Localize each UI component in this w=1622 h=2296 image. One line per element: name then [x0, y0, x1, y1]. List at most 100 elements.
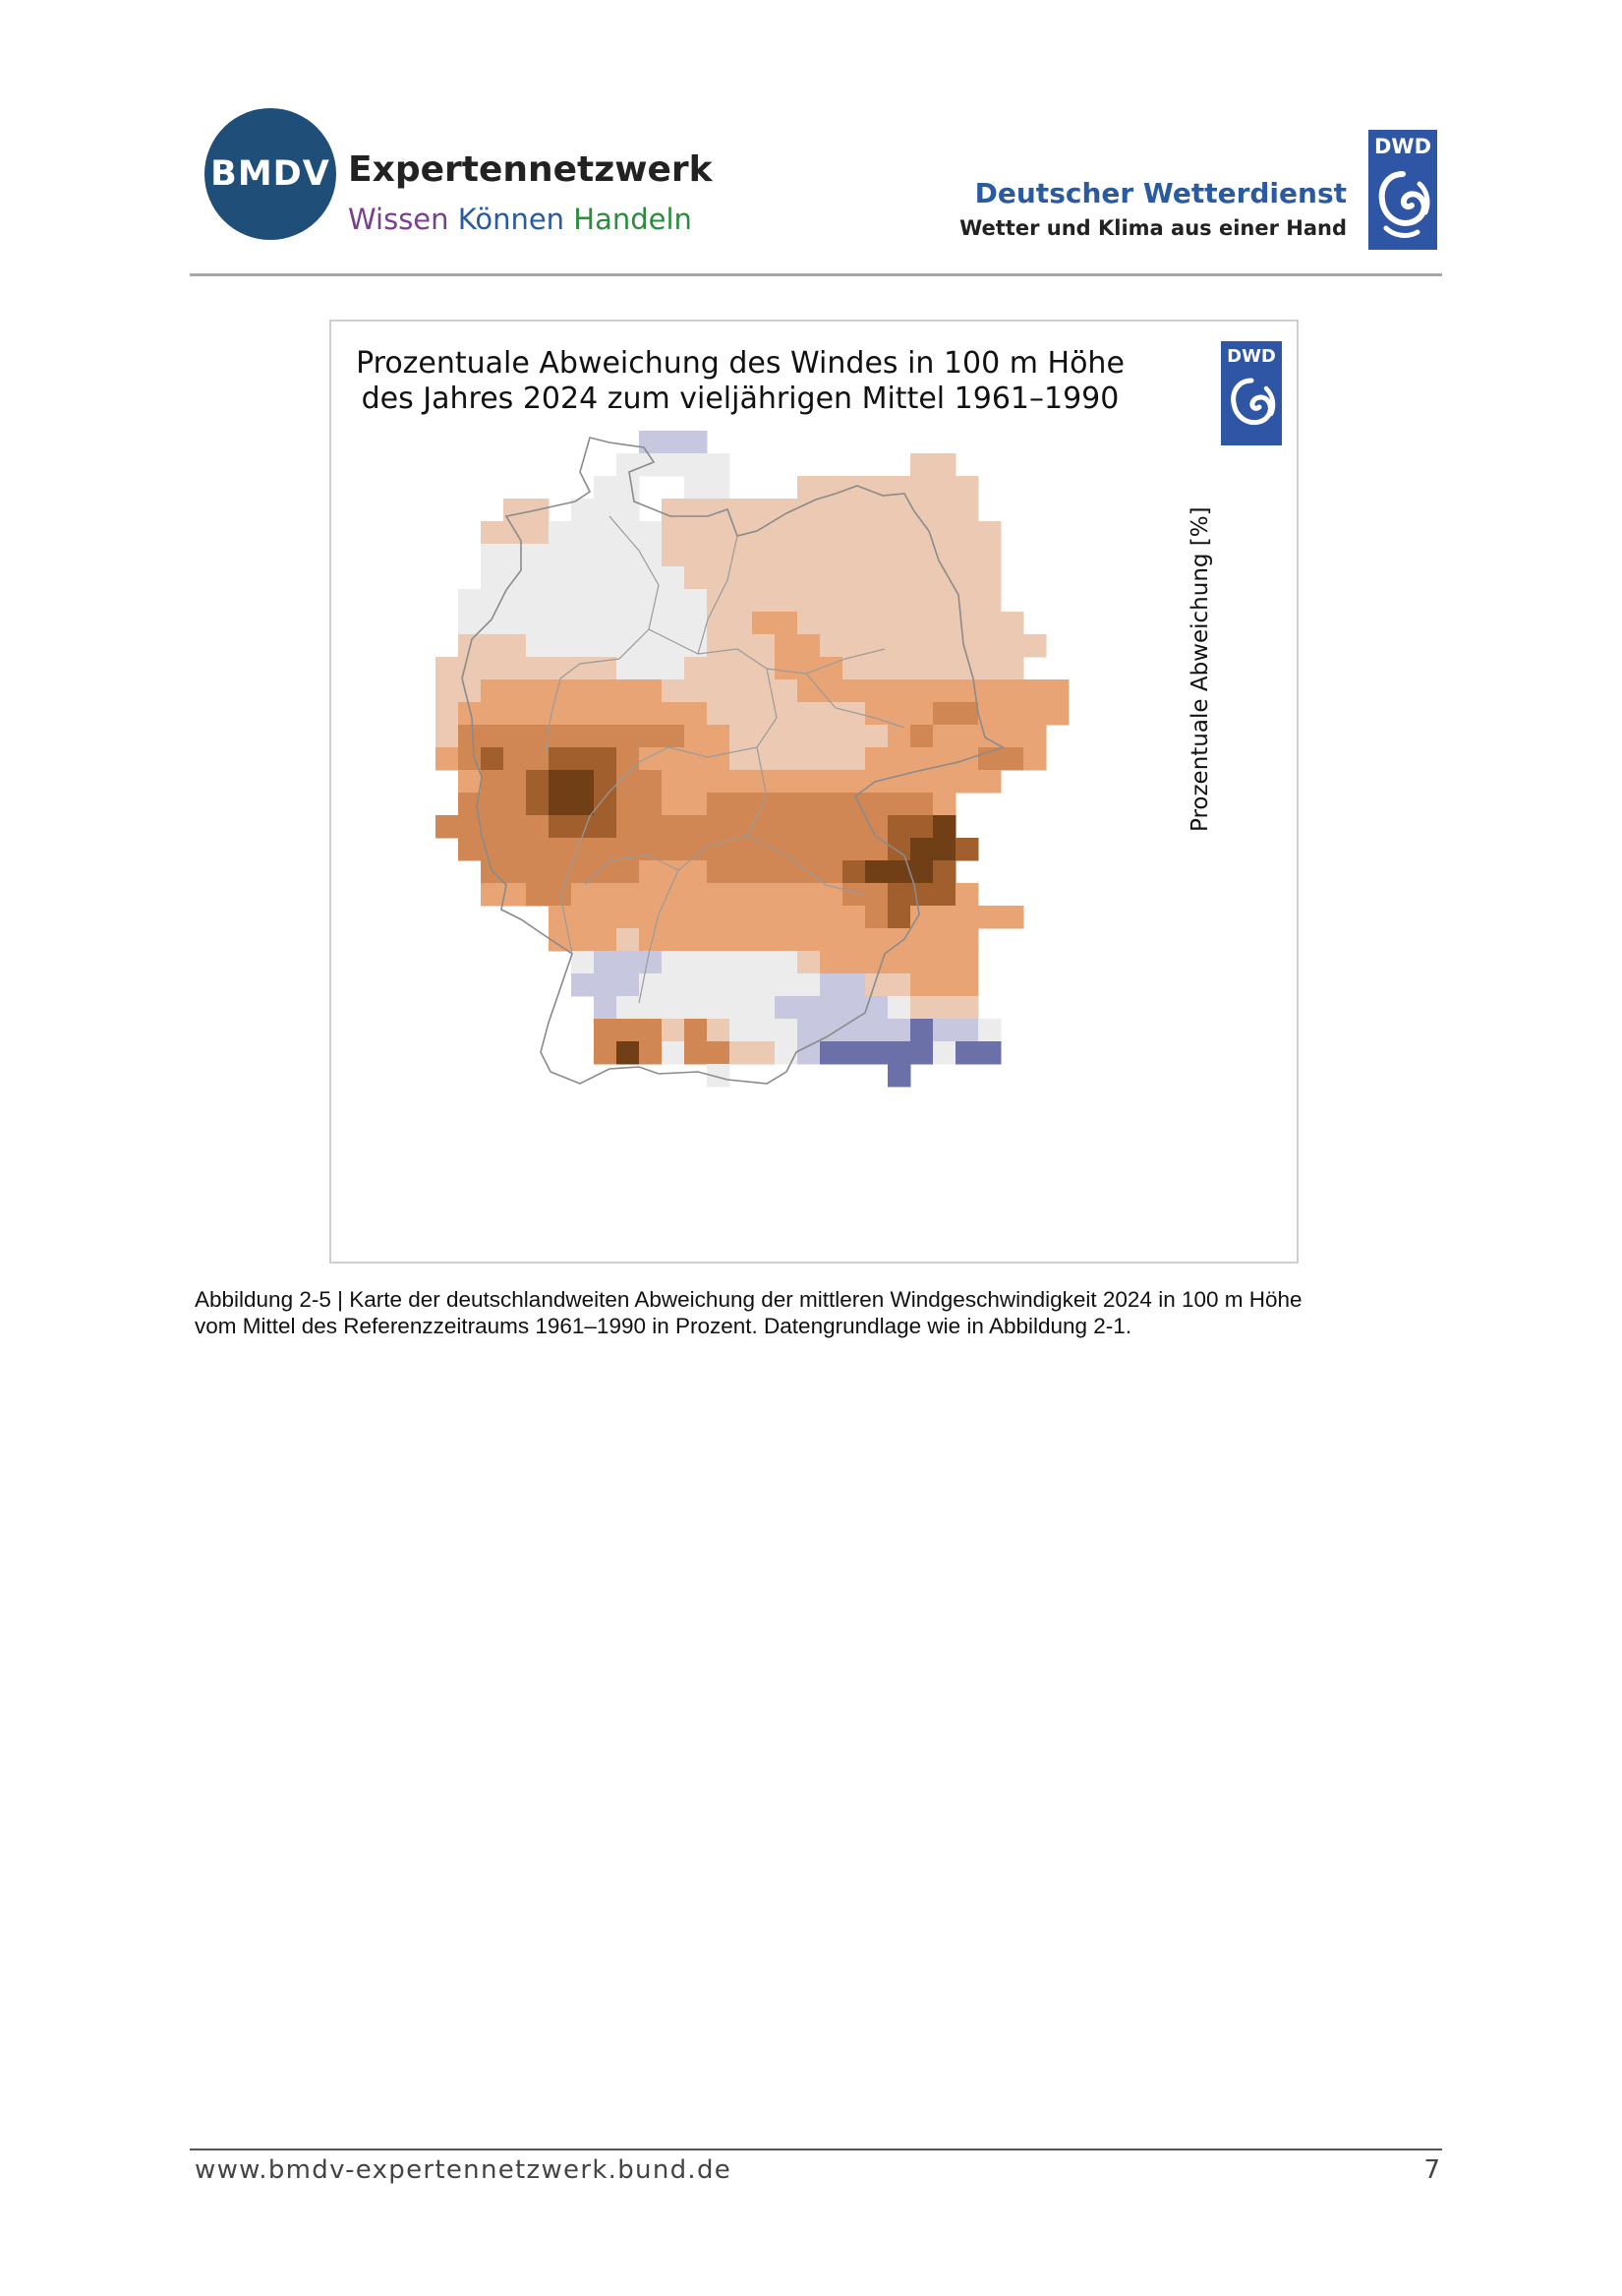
heatmap-cell — [729, 544, 753, 567]
heatmap-cell — [729, 973, 753, 997]
heatmap-cell — [888, 951, 911, 974]
heatmap-cell — [956, 634, 979, 658]
heatmap-cell — [1001, 679, 1024, 703]
heatmap-cell — [549, 702, 572, 726]
colorbar-label: Prozentuale Abweichung [%] — [1188, 506, 1213, 832]
heatmap-cell — [571, 906, 595, 929]
heatmap-cell — [458, 679, 482, 703]
heatmap-cell — [435, 747, 459, 771]
heatmap-cell — [797, 544, 821, 567]
heatmap-cell — [842, 747, 866, 771]
heatmap-cell — [707, 860, 730, 884]
heatmap-cell — [707, 1019, 730, 1042]
heatmap-cell — [752, 1041, 776, 1065]
heatmap-cell — [888, 634, 911, 658]
heatmap-cell — [616, 815, 640, 839]
heatmap-cell — [865, 544, 889, 567]
heatmap-cell — [978, 747, 1002, 771]
heatmap-cell — [910, 860, 934, 884]
heatmap-cell — [503, 793, 527, 816]
heatmap-cell — [639, 928, 663, 952]
heatmap-cell — [842, 725, 866, 748]
heatmap-cell — [594, 725, 617, 748]
heatmap-cell — [684, 860, 708, 884]
heatmap-cell — [865, 566, 889, 590]
heatmap-cell — [752, 1019, 776, 1042]
heatmap-cell — [820, 544, 843, 567]
heatmap-cell — [571, 544, 595, 567]
heatmap-cell — [910, 996, 934, 1020]
heatmap-cell — [752, 634, 776, 658]
heatmap-cell — [639, 1041, 663, 1065]
heatmap-cell — [684, 702, 708, 726]
heatmap-cell — [707, 793, 730, 816]
heatmap-cell — [865, 476, 889, 500]
heatmap-cell — [842, 951, 866, 974]
heatmap-cell — [481, 679, 504, 703]
heatmap-cell — [729, 747, 753, 771]
heatmap-cell — [797, 589, 821, 613]
footer-url[interactable]: www.bmdv-expertennetzwerk.bund.de — [195, 2155, 732, 2185]
heatmap-cell — [594, 906, 617, 929]
heatmap-cell — [888, 883, 911, 907]
heatmap-cell — [662, 906, 685, 929]
heatmap-cell — [820, 589, 843, 613]
heatmap-cell — [729, 612, 753, 635]
heatmap-cell — [526, 747, 550, 771]
heatmap-cell — [865, 657, 889, 680]
heatmap-cell — [684, 996, 708, 1020]
heatmap-cell — [707, 951, 730, 974]
heatmap-cell — [684, 521, 708, 545]
heatmap-cell — [707, 973, 730, 997]
heatmap-cell — [639, 453, 663, 477]
heatmap-cell — [571, 883, 595, 907]
heatmap-cell — [956, 702, 979, 726]
heatmap-cell — [503, 657, 527, 680]
heatmap-cell — [481, 521, 504, 545]
heatmap-cell — [571, 747, 595, 771]
heatmap-cell — [910, 589, 934, 613]
heatmap-cell — [956, 499, 979, 522]
heatmap-cell — [503, 838, 527, 861]
heatmap-cell — [616, 544, 640, 567]
heatmap-cell — [888, 1041, 911, 1065]
heatmap-cell — [639, 431, 663, 454]
heatmap-cell — [707, 589, 730, 613]
heatmap-cell — [775, 793, 798, 816]
heatmap-cell — [639, 589, 663, 613]
heatmap-cell — [707, 928, 730, 952]
heatmap-cell — [820, 793, 843, 816]
heatmap-cell — [933, 996, 956, 1020]
heatmap-cell — [684, 793, 708, 816]
heatmap-cell — [729, 679, 753, 703]
heatmap-cell — [526, 566, 550, 590]
heatmap-cell — [684, 476, 708, 500]
heatmap-cell — [865, 521, 889, 545]
heatmap-cell — [503, 770, 527, 794]
heatmap-cell — [775, 860, 798, 884]
heatmap-cell — [594, 815, 617, 839]
heatmap-cell — [865, 747, 889, 771]
heatmap-cell — [616, 589, 640, 613]
heatmap-cell — [571, 499, 595, 522]
heatmap-cell — [775, 679, 798, 703]
heatmap-cell — [797, 521, 821, 545]
heatmap-cell — [707, 815, 730, 839]
heatmap-cell — [1001, 612, 1024, 635]
heatmap-cell — [752, 860, 776, 884]
heatmap-cell — [594, 1019, 617, 1042]
heatmap-cell — [910, 815, 934, 839]
heatmap-cell — [616, 770, 640, 794]
heatmap-cell — [752, 657, 776, 680]
heatmap-cell — [820, 521, 843, 545]
heatmap-cell — [752, 951, 776, 974]
heatmap-cell — [481, 566, 504, 590]
heatmap-cell — [933, 634, 956, 658]
heatmap-cell — [616, 725, 640, 748]
heatmap-cell — [933, 770, 956, 794]
heatmap-cell — [842, 544, 866, 567]
heatmap-cell — [933, 906, 956, 929]
heatmap-cell — [820, 1019, 843, 1042]
heatmap-cell — [526, 793, 550, 816]
heatmap-cell — [910, 973, 934, 997]
